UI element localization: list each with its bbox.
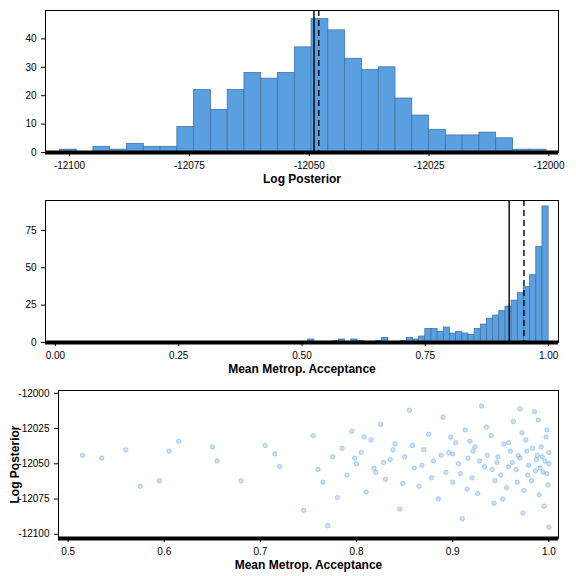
svg-text:Log Posterior: Log Posterior <box>263 172 341 186</box>
svg-text:Log Posterior: Log Posterior <box>8 425 22 503</box>
svg-text:-12000: -12000 <box>533 160 565 171</box>
svg-text:-12025: -12025 <box>413 160 445 171</box>
svg-text:0: 0 <box>31 147 37 158</box>
svg-text:0.5: 0.5 <box>61 546 75 557</box>
svg-text:10: 10 <box>25 118 37 129</box>
svg-text:-12075: -12075 <box>18 493 50 504</box>
svg-text:-12100: -12100 <box>18 528 50 539</box>
svg-text:25: 25 <box>25 299 37 310</box>
svg-text:0.50: 0.50 <box>292 350 312 361</box>
svg-text:40: 40 <box>25 33 37 44</box>
svg-text:Mean Metrop. Acceptance: Mean Metrop. Acceptance <box>235 558 383 572</box>
svg-text:Mean Metrop. Acceptance: Mean Metrop. Acceptance <box>228 362 376 376</box>
svg-text:0.25: 0.25 <box>169 350 189 361</box>
svg-text:0.9: 0.9 <box>446 546 460 557</box>
svg-text:0: 0 <box>31 337 37 348</box>
svg-text:20: 20 <box>25 90 37 101</box>
svg-text:1.00: 1.00 <box>539 350 559 361</box>
svg-text:-12075: -12075 <box>174 160 206 171</box>
svg-text:-12050: -12050 <box>294 160 326 171</box>
svg-text:0.6: 0.6 <box>157 546 171 557</box>
svg-text:1.0: 1.0 <box>542 546 556 557</box>
svg-text:-12000: -12000 <box>18 388 50 399</box>
svg-text:-12050: -12050 <box>18 458 50 469</box>
svg-text:50: 50 <box>25 262 37 273</box>
svg-text:0.75: 0.75 <box>416 350 436 361</box>
svg-text:75: 75 <box>25 225 37 236</box>
svg-text:0.8: 0.8 <box>350 546 364 557</box>
svg-text:0.7: 0.7 <box>253 546 267 557</box>
svg-text:-12100: -12100 <box>54 160 86 171</box>
svg-text:30: 30 <box>25 62 37 73</box>
svg-text:-12025: -12025 <box>18 423 50 434</box>
svg-text:0.00: 0.00 <box>46 350 66 361</box>
